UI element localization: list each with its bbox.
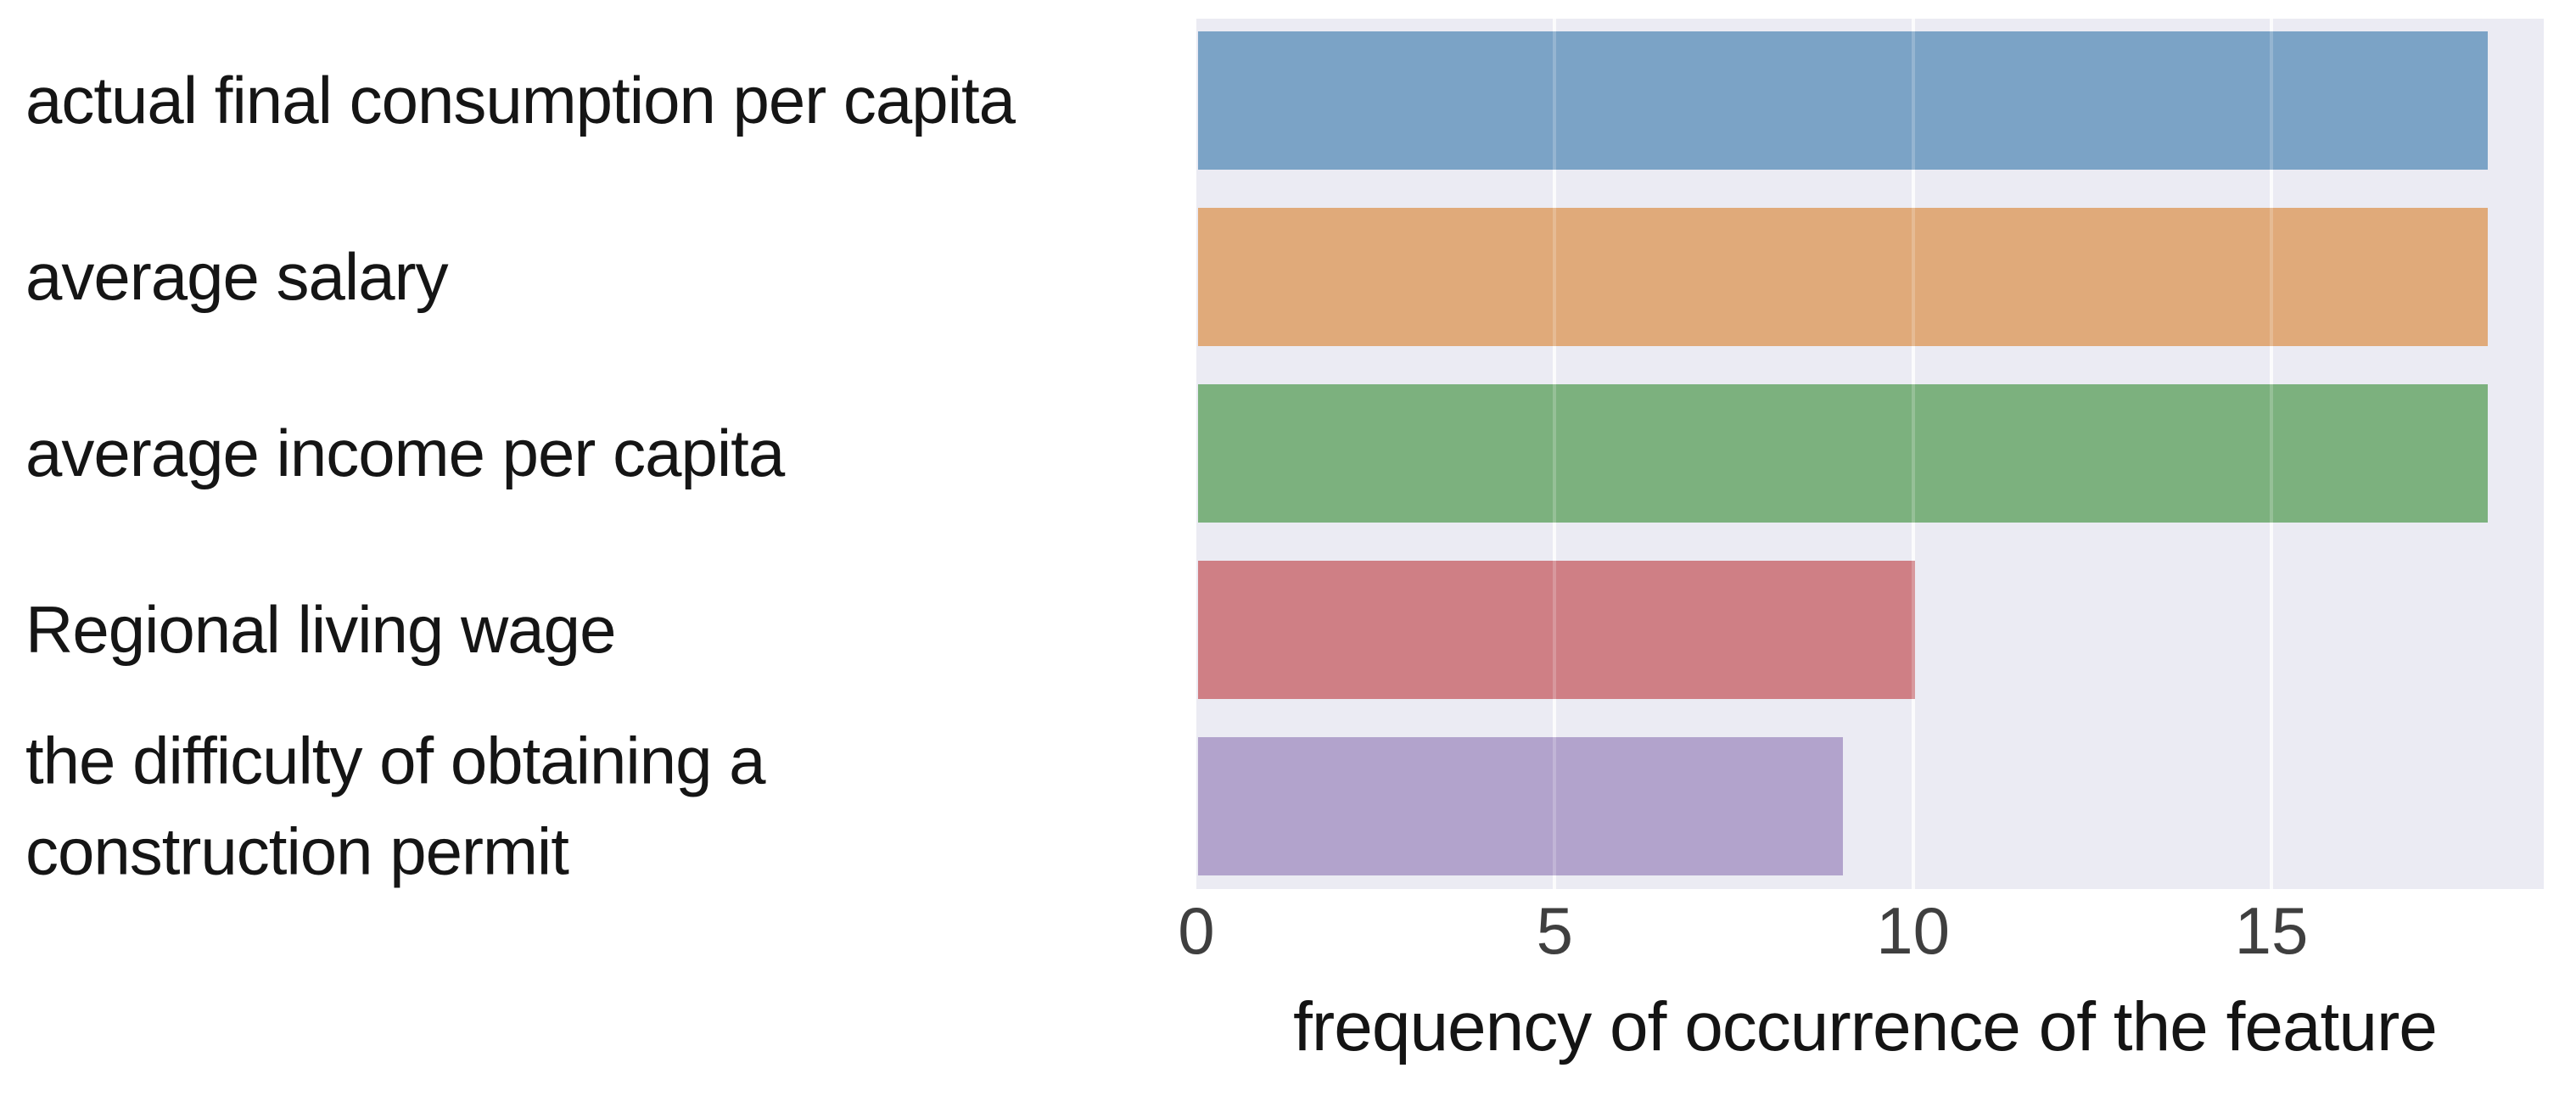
category-label-line: construction permit [25,814,569,889]
gridline-overlay-x-10 [1911,19,1915,889]
bar-regional-living-wage [1198,561,1915,699]
gridline-overlay-x-15 [2270,19,2274,889]
x-tick-label-15: 15 [2234,893,2309,968]
bar-actual-final-consumption-per-capita [1198,31,2489,170]
category-label-actual-final-consumption-per-capita: actual final consumption per capita [25,55,1016,147]
x-tick-label-10: 10 [1876,893,1951,968]
category-label-line: the difficulty of obtaining a [25,722,766,797]
bar-average-income-per-capita [1198,384,2489,523]
bar-average-salary [1198,208,2489,346]
category-label-the-difficulty-of-obtaining-a-construction-permit: the difficulty of obtaining a constructio… [25,715,766,897]
plot-area [1196,19,2544,889]
category-label-line: average salary [25,238,449,314]
category-label-line: actual final consumption per capita [25,62,1016,137]
bar-the-difficulty-of-obtaining-a-construction-permit [1198,737,1844,875]
category-label-line: average income per capita [25,415,785,490]
category-label-line: Regional living wage [25,591,616,667]
category-label-average-income-per-capita: average income per capita [25,408,785,500]
x-tick-label-5: 5 [1536,893,1574,968]
x-axis-label: frequency of occurrence of the feature [1293,988,2438,1065]
x-tick-label-0: 0 [1178,893,1215,968]
gridline-overlay-x-5 [1553,19,1557,889]
category-label-regional-living-wage: Regional living wage [25,584,616,676]
category-label-average-salary: average salary [25,232,449,323]
